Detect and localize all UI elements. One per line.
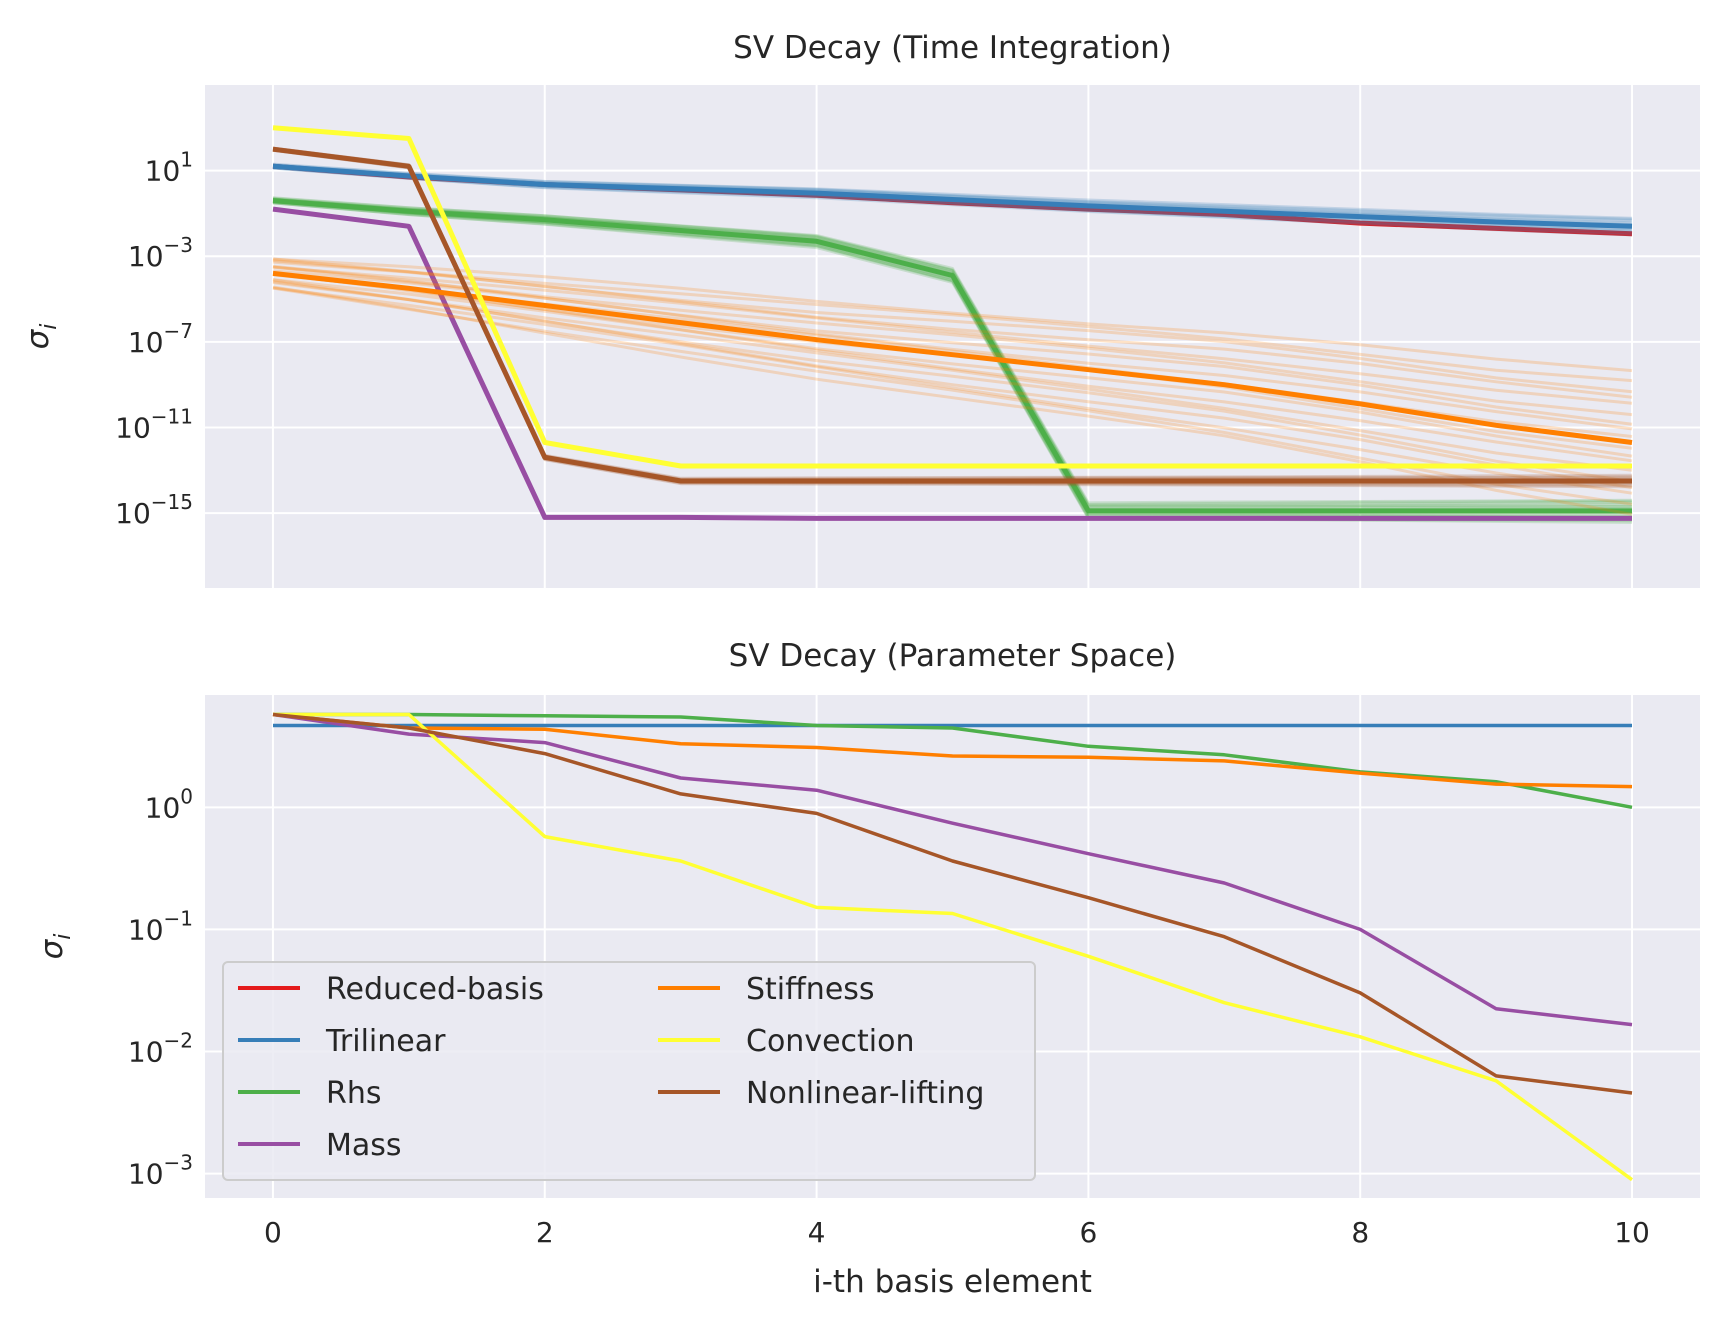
series-sample-rhs <box>272 196 1633 506</box>
series-sample-trilinear <box>272 166 1633 235</box>
series-line-nonlinear-lifting <box>272 146 1632 484</box>
legend-label-rhs: Rhs <box>326 1076 382 1111</box>
legend: Reduced-basis Trilinear Rhs Mass Stiffness Co… <box>222 961 1036 1181</box>
series-line-convection <box>272 125 1632 469</box>
series-sample-rhs <box>272 196 1633 505</box>
series-sample-trilinear <box>272 163 1633 221</box>
y-tick-label: 10−15 <box>115 490 193 530</box>
legend-label-reduced-basis: Reduced-basis <box>326 972 544 1007</box>
series-sample-stiffness <box>272 265 1633 405</box>
y-tick-label: 10−3 <box>128 1151 193 1191</box>
x-tick-label: 4 <box>808 1216 826 1249</box>
series-line-stiffness <box>272 712 1633 789</box>
chart-time-integration: SV Decay (Time Integration) 101 10−3 10−7 10… <box>20 30 1700 588</box>
series-line-rhs <box>272 198 1632 514</box>
series-sample-stiffness <box>272 278 1633 463</box>
series-sample-stiffness <box>272 264 1633 426</box>
series-sample-stiffness <box>272 265 1633 417</box>
legend-label-stiffness: Stiffness <box>746 972 875 1007</box>
y-tick-label: 100 <box>145 784 193 824</box>
x-tick-label: 0 <box>264 1216 282 1249</box>
series-sample-stiffness <box>272 272 1633 458</box>
series-line-trilinear <box>272 163 1633 229</box>
y-tick-label: 101 <box>145 148 193 188</box>
legend-box <box>222 961 1036 1181</box>
series-line-mass <box>272 206 1632 521</box>
x-tick-label: 10 <box>1614 1216 1650 1249</box>
series-sample-rhs <box>272 197 1633 508</box>
series-sample-trilinear <box>272 162 1633 220</box>
legend-label-nonlinear-lifting: Nonlinear-lifting <box>746 1076 984 1111</box>
legend-label-trilinear: Trilinear <box>325 1024 446 1059</box>
series-sample-stiffness <box>272 281 1633 490</box>
y-tick-label: 10−2 <box>128 1028 193 1068</box>
plot-area <box>205 85 1700 588</box>
y-tick-label: 10−11 <box>115 404 193 444</box>
x-tick-label: 6 <box>1079 1216 1097 1249</box>
y-axis-label: σi <box>34 934 76 960</box>
series-line-stiffness <box>272 270 1633 445</box>
series-sample-stiffness <box>272 286 1633 495</box>
series-sample-stiffness <box>272 257 1633 394</box>
series-line-nonlinear-lifting <box>272 712 1633 1095</box>
legend-label-convection: Convection <box>746 1024 915 1059</box>
x-axis-label: i-th basis element <box>813 1264 1092 1300</box>
y-tick-label: 10−1 <box>128 906 193 946</box>
y-tick-label: 10−3 <box>128 233 193 273</box>
series-sample-stiffness <box>272 269 1633 431</box>
series-line-convection <box>273 712 1634 1182</box>
series-sample-stiffness <box>272 280 1633 472</box>
series-line-mass <box>272 712 1633 1027</box>
series-sample-stiffness <box>272 259 1633 383</box>
legend-label-mass: Mass <box>326 1128 402 1163</box>
series-sample-stiffness <box>272 257 1633 373</box>
series-sample-stiffness <box>272 260 1633 399</box>
y-tick-label: 10−7 <box>128 319 193 359</box>
series-sample-stiffness <box>272 278 1633 484</box>
series-sample-stiffness <box>272 285 1633 516</box>
chart-title: SV Decay (Time Integration) <box>733 30 1172 66</box>
y-axis-label: σi <box>20 324 62 350</box>
x-tick-label: 2 <box>536 1216 554 1249</box>
series-sample-trilinear <box>272 166 1633 237</box>
x-tick-label: 8 <box>1351 1216 1369 1249</box>
chart-title: SV Decay (Parameter Space) <box>729 638 1177 674</box>
